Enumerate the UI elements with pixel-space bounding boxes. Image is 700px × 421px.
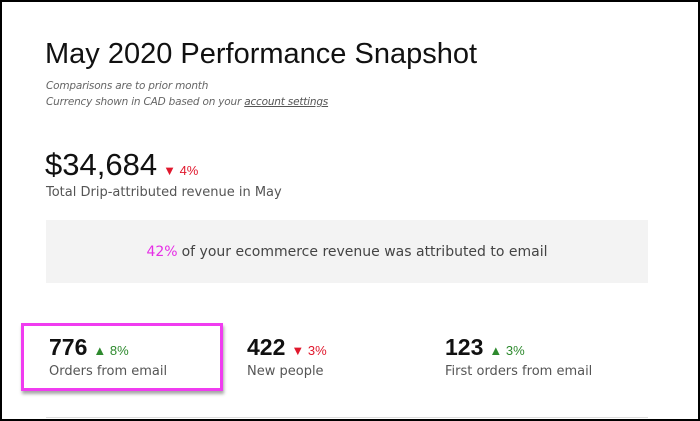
page-title: May 2020 Performance Snapshot bbox=[45, 38, 478, 70]
triangle-up-icon: ▲ bbox=[93, 343, 107, 358]
revenue-change: ▼ 4% bbox=[163, 163, 198, 178]
revenue-change-value: 4% bbox=[179, 163, 199, 178]
triangle-down-icon: ▼ bbox=[163, 163, 176, 178]
stat-change-value: 3% bbox=[505, 343, 525, 358]
stat-label: New people bbox=[247, 364, 324, 379]
stat-change-value: 3% bbox=[307, 343, 327, 358]
stat-value: 123 bbox=[445, 334, 484, 360]
stat-value: 776 bbox=[49, 334, 88, 360]
attribution-text: of your ecommerce revenue was attributed… bbox=[181, 243, 548, 260]
revenue-metric: $34,684 ▼ 4% bbox=[45, 147, 198, 183]
highlight-box bbox=[21, 323, 223, 391]
account-settings-link[interactable]: account settings bbox=[244, 96, 329, 108]
triangle-up-icon: ▲ bbox=[489, 343, 503, 358]
currency-note-text: Currency shown in CAD based on your bbox=[46, 96, 245, 108]
revenue-value: $34,684 bbox=[45, 147, 158, 182]
stat-label: First orders from email bbox=[445, 364, 593, 379]
stat-first-orders: 123 ▲ 3% First orders from email bbox=[445, 334, 592, 379]
stat-new-people: 422 ▼ 3% New people bbox=[247, 334, 327, 379]
currency-note: Currency shown in CAD based on your acco… bbox=[46, 96, 328, 108]
comparison-note: Comparisons are to prior month bbox=[46, 80, 209, 92]
stat-value: 422 bbox=[247, 334, 286, 360]
stat-change: ▲ 3% bbox=[489, 343, 524, 358]
stat-change: ▲ 8% bbox=[93, 343, 128, 358]
stat-orders-from-email: 776 ▲ 8% Orders from email bbox=[49, 334, 167, 379]
attribution-banner: 42% of your ecommerce revenue was attribu… bbox=[46, 220, 648, 283]
divider bbox=[46, 417, 648, 418]
stat-change-value: 8% bbox=[109, 343, 129, 358]
revenue-label: Total Drip-attributed revenue in May bbox=[46, 185, 282, 200]
triangle-down-icon: ▼ bbox=[291, 343, 305, 358]
stat-change: ▼ 3% bbox=[291, 343, 326, 358]
stat-label: Orders from email bbox=[49, 364, 168, 379]
attribution-percent: 42% bbox=[146, 243, 178, 260]
